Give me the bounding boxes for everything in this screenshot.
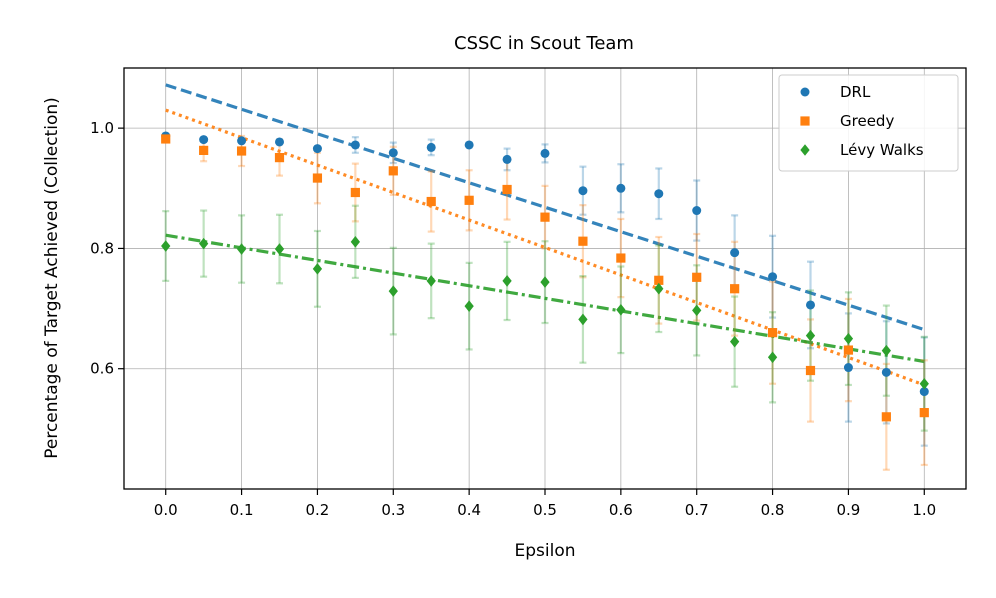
drl-point <box>654 189 664 199</box>
x-tick-label: 0.6 <box>609 501 633 519</box>
greedy-point <box>654 275 664 285</box>
greedy-point <box>161 134 171 144</box>
x-tick-label: 0.2 <box>306 501 330 519</box>
greedy-point <box>805 365 816 376</box>
greedy-point <box>616 253 626 263</box>
drl-trend-line <box>165 83 925 332</box>
l-vy-walks-point <box>502 275 512 287</box>
y-tick-label: 0.6 <box>90 360 114 378</box>
drl-point <box>578 186 588 196</box>
l-vy-walks-point <box>578 313 588 326</box>
greedy-point <box>312 173 323 183</box>
x-tick-label: 0.4 <box>457 501 481 519</box>
l-vy-walks-point <box>919 377 929 390</box>
x-axis-label: Epsilon <box>514 541 575 561</box>
chart-title: CSSC in Scout Team <box>454 33 634 54</box>
drl-point <box>805 300 815 310</box>
l-vy-walks-point <box>881 344 891 357</box>
legend-greedy-marker <box>800 116 810 126</box>
greedy-point <box>540 212 550 222</box>
y-axis-label: Percentage of Target Achieved (Collectio… <box>42 97 62 459</box>
drl-point <box>275 137 285 147</box>
drl-point <box>692 206 702 216</box>
greedy-point <box>730 284 740 294</box>
legend-drl-label: DRL <box>840 83 871 101</box>
greedy-point <box>578 236 588 246</box>
data-markers <box>161 131 929 422</box>
drl-point <box>199 135 209 145</box>
drl-point <box>843 363 853 373</box>
l-vy-walks-point <box>274 243 285 255</box>
l-vy-walks-point <box>805 329 816 342</box>
drl-point <box>768 272 778 282</box>
y-tick-label: 1.0 <box>90 119 114 137</box>
drl-point <box>312 144 322 154</box>
x-tick-label: 0.0 <box>154 501 178 519</box>
x-tick-label: 1.0 <box>912 501 936 519</box>
legend-l-vy-walks-marker <box>800 144 810 156</box>
greedy-point <box>692 272 702 282</box>
l-vy-walks-point <box>464 300 474 312</box>
l-vy-walks-point <box>199 237 209 250</box>
l-vy-walks-point <box>767 351 778 364</box>
drl-point <box>464 140 474 150</box>
y-tick-label: 0.8 <box>90 239 114 257</box>
drl-point <box>350 140 360 150</box>
x-tick-label: 0.9 <box>836 501 860 519</box>
greedy-point <box>236 146 247 156</box>
greedy-point <box>843 345 854 355</box>
greedy-point <box>881 412 891 422</box>
legend: DRL Greedy Lévy Walks <box>778 74 959 172</box>
x-tick-label: 0.3 <box>381 501 405 519</box>
drl-point <box>919 387 929 397</box>
greedy-point <box>502 184 512 195</box>
greedy-point <box>388 166 398 176</box>
greedy-point <box>350 187 360 198</box>
trend-lines <box>165 83 925 387</box>
drl-point <box>426 142 436 152</box>
l-vy-walks-point <box>616 303 626 316</box>
l-vy-walks-point <box>426 275 436 287</box>
drl-point <box>237 136 247 146</box>
legend-greedy-label: Greedy <box>840 112 894 130</box>
l-vy-walks-point <box>843 332 854 345</box>
x-tick-label: 0.5 <box>533 501 557 519</box>
greedy-point <box>274 153 285 163</box>
l-vy-walks-point <box>540 276 550 288</box>
x-tick-label: 0.1 <box>230 501 254 519</box>
x-tick-label: 0.8 <box>761 501 785 519</box>
drl-point <box>388 148 398 158</box>
grid-lines <box>124 68 966 489</box>
l-vy-walks-point <box>729 335 740 348</box>
l-vy-walks-point <box>654 282 664 295</box>
l-vy-walks-point <box>161 240 171 252</box>
l-vy-walks-trend-line <box>165 233 925 364</box>
legend-frame <box>778 74 959 172</box>
legend-l-vy-walks-label: Lévy Walks <box>840 141 924 159</box>
l-vy-walks-point <box>388 285 398 297</box>
l-vy-walks-point <box>350 236 361 248</box>
drl-point <box>502 154 512 164</box>
greedy-point <box>199 145 209 155</box>
axis-ticks: 0.0 0.1 0.2 0.3 0.4 0.5 0.6 0.7 0.8 0.9 1.0 0.6 0.8 1… <box>90 119 936 519</box>
greedy-point <box>426 196 436 207</box>
drl-point <box>881 367 891 377</box>
drl-point <box>540 148 550 158</box>
l-vy-walks-point <box>312 263 323 275</box>
greedy-point <box>919 408 929 418</box>
legend-drl-marker <box>800 87 810 97</box>
x-tick-label: 0.7 <box>685 501 709 519</box>
l-vy-walks-point <box>236 243 247 255</box>
l-vy-walks-point <box>692 304 702 317</box>
greedy-trend-line <box>165 108 925 387</box>
drl-point <box>616 183 626 193</box>
greedy-point <box>464 195 474 205</box>
drl-point <box>730 248 740 258</box>
greedy-point <box>767 328 778 338</box>
